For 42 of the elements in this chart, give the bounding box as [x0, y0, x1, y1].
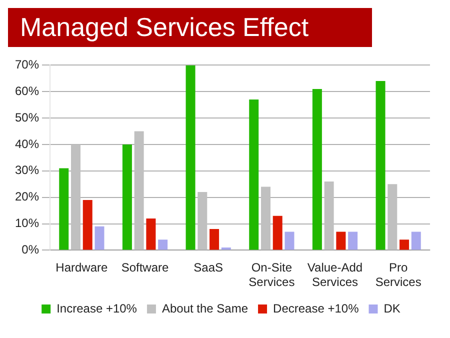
chart-title: Managed Services Effect [8, 8, 372, 47]
bar [249, 100, 259, 250]
bar [198, 192, 208, 250]
legend-label: About the Same [162, 301, 248, 316]
bar [260, 186, 270, 250]
bar [272, 216, 282, 250]
y-tick-label: 40% [14, 136, 40, 151]
y-tick-label: 10% [14, 216, 40, 230]
x-tick-label: Software [121, 260, 170, 275]
y-tick-label: 0% [22, 242, 40, 257]
bar [122, 144, 132, 250]
bar [324, 181, 334, 250]
bar [70, 144, 80, 250]
bar [348, 232, 358, 250]
bar [134, 131, 144, 250]
bar [94, 226, 104, 250]
bar [388, 184, 398, 250]
x-tick-label: Value-Add Services [307, 260, 363, 290]
x-tick-label: SaaS [194, 260, 224, 275]
y-tick-label: 70% [14, 58, 40, 72]
y-tick-label: 20% [14, 190, 40, 204]
y-tick-label: 30% [14, 163, 40, 178]
legend-label: Decrease +10% [273, 301, 360, 316]
bar [411, 232, 421, 250]
bar [59, 168, 69, 250]
legend-label: DK [384, 301, 400, 316]
x-tick-label: Pro Services [375, 260, 422, 290]
legend-label: Increase +10% [56, 301, 138, 316]
bar [400, 240, 410, 250]
bar [210, 229, 220, 250]
bar [82, 200, 92, 250]
bar [158, 240, 168, 250]
bar [186, 65, 196, 250]
bar [336, 232, 346, 250]
bar [146, 218, 156, 250]
bar [284, 232, 294, 250]
bar [376, 81, 386, 250]
y-tick-label: 50% [14, 110, 40, 124]
bar [312, 88, 322, 250]
x-tick-label: On-Site Services [248, 260, 295, 290]
x-tick-label: Hardware [56, 260, 108, 275]
y-tick-label: 60% [14, 84, 40, 98]
